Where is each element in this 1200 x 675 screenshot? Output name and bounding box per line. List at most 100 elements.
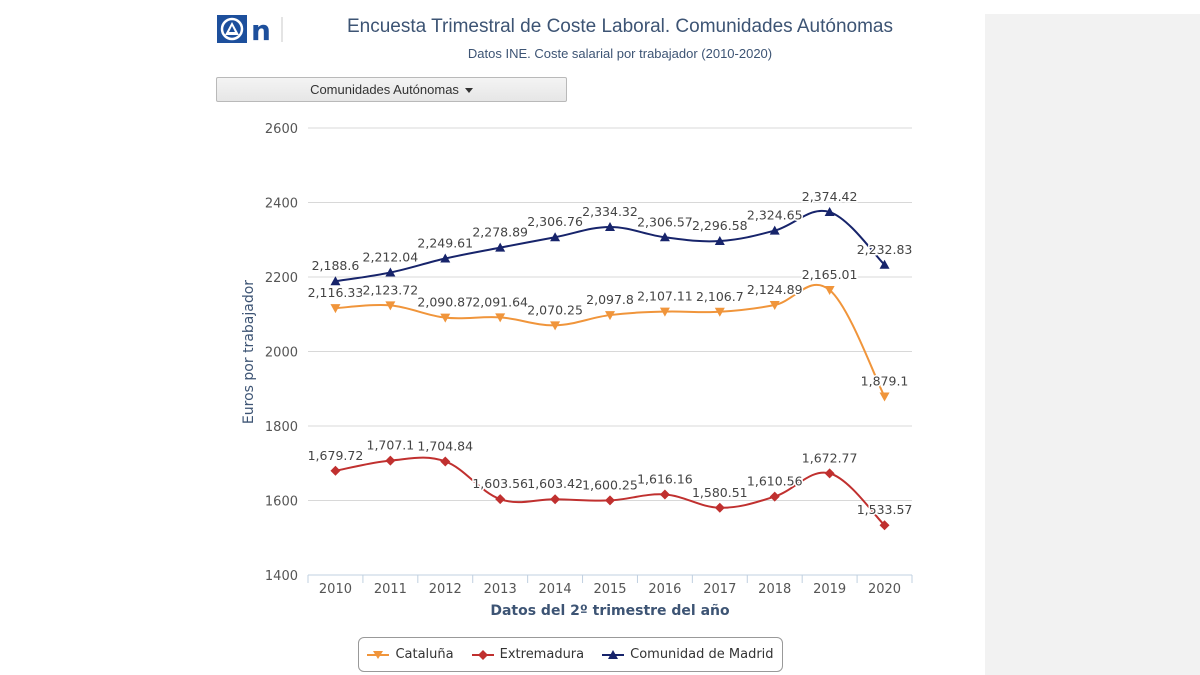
data-label: 2,306.76 xyxy=(527,214,583,229)
data-point xyxy=(385,267,396,277)
data-label: 1,603.56 xyxy=(472,476,528,491)
region-dropdown-label: Comunidades Autónomas xyxy=(310,82,459,97)
data-point xyxy=(659,232,670,242)
triangle-down-icon xyxy=(367,650,390,659)
data-point xyxy=(824,286,835,296)
data-label: 1,616.16 xyxy=(637,471,693,486)
data-point xyxy=(714,307,725,317)
data-point xyxy=(605,221,615,231)
data-label: 2,296.58 xyxy=(692,218,748,233)
data-point xyxy=(495,242,506,252)
data-label: 1,580.51 xyxy=(692,485,748,500)
data-point xyxy=(440,456,451,467)
data-label: 2,324.65 xyxy=(747,208,803,223)
chart-legend: Cataluña Extremadura Comunidad de Madrid xyxy=(358,637,783,672)
x-tick-label: 2017 xyxy=(703,582,736,597)
x-axis-title: Datos del 2º trimestre del año xyxy=(490,603,730,619)
data-point xyxy=(714,502,725,513)
data-labels: 2,116.33 2,123.722,090.87 2,091.642,070.25… xyxy=(306,188,914,519)
data-label: 2,249.61 xyxy=(417,236,473,251)
x-tick-label: 2011 xyxy=(374,582,407,597)
data-point xyxy=(495,313,506,323)
x-tick-label: 2015 xyxy=(593,582,626,597)
data-point xyxy=(659,307,670,317)
data-label: 2,232.83 xyxy=(857,242,913,257)
data-label: 2,090.87 xyxy=(417,295,473,310)
data-label: 1,603.42 xyxy=(527,476,583,491)
x-tick-label: 2020 xyxy=(868,582,901,597)
series-line xyxy=(335,283,886,397)
data-point xyxy=(659,489,670,500)
data-point xyxy=(385,301,396,311)
data-point xyxy=(550,494,561,505)
legend-item-madrid[interactable]: Comunidad de Madrid xyxy=(602,647,774,662)
series-markers xyxy=(330,207,890,531)
legend-label-cataluna: Cataluña xyxy=(395,647,454,662)
axes: 1400 1600 1800 2000 2200 2400 2600 2010 2011 2012… xyxy=(265,122,913,597)
data-label: 1,672.77 xyxy=(802,450,858,465)
antena3-logo-icon: n xyxy=(217,14,283,44)
data-point xyxy=(605,311,615,321)
legend-item-cataluna[interactable]: Cataluña xyxy=(367,647,454,662)
chart-title: Encuesta Trimestral de Coste Laboral. Co… xyxy=(346,16,894,37)
data-label: 2,374.42 xyxy=(802,189,858,204)
data-label: 1,600.25 xyxy=(582,477,638,492)
diamond-icon xyxy=(471,649,494,660)
data-label: 2,091.64 xyxy=(472,294,528,309)
y-tick-label: 1800 xyxy=(265,420,298,435)
data-point xyxy=(550,232,561,242)
x-tick-label: 2012 xyxy=(429,582,462,597)
data-label: 2,188.6 xyxy=(312,258,360,273)
data-label: 1,533.57 xyxy=(857,502,913,517)
data-point xyxy=(769,491,780,502)
data-label: 2,107.11 xyxy=(637,289,693,304)
data-label: 1,879.1 xyxy=(861,374,909,389)
data-point xyxy=(769,300,780,310)
chart-subtitle: Datos INE. Coste salarial por trabajador… xyxy=(467,46,773,61)
data-point xyxy=(440,253,451,263)
data-label: 1,679.72 xyxy=(308,448,364,463)
data-point xyxy=(550,321,561,331)
data-point xyxy=(879,392,890,402)
data-point xyxy=(824,468,835,479)
data-point xyxy=(330,276,341,286)
data-label: 2,212.04 xyxy=(363,250,419,265)
data-label: 2,306.57 xyxy=(637,214,693,229)
data-point xyxy=(879,520,890,531)
data-point xyxy=(330,304,341,314)
y-tick-label: 2200 xyxy=(265,271,298,286)
triangle-up-icon xyxy=(602,649,625,659)
legend-label-madrid: Comunidad de Madrid xyxy=(630,647,774,662)
y-axis-title: Euros por trabajador xyxy=(241,280,257,424)
data-point xyxy=(824,207,835,217)
y-tick-label: 1600 xyxy=(265,495,298,510)
data-label: 2,165.01 xyxy=(802,267,858,282)
x-tick-label: 2016 xyxy=(648,582,681,597)
x-tick-label: 2010 xyxy=(319,582,352,597)
legend-item-extremadura[interactable]: Extremadura xyxy=(471,647,585,662)
y-tick-label: 2600 xyxy=(265,122,298,137)
data-point xyxy=(879,259,890,269)
x-tick-label: 2014 xyxy=(539,582,572,597)
data-point xyxy=(440,313,451,323)
data-label: 2,097.8 xyxy=(586,292,634,307)
region-dropdown[interactable]: Comunidades Autónomas xyxy=(216,77,567,102)
y-tick-label: 2400 xyxy=(265,197,298,212)
side-panel xyxy=(985,14,1200,675)
data-point xyxy=(605,495,615,506)
grid-lines xyxy=(308,127,912,501)
data-label: 2,070.25 xyxy=(527,302,583,317)
data-label: 2,116.33 xyxy=(308,285,364,300)
data-label: 2,106.7 xyxy=(696,289,744,304)
data-point xyxy=(769,225,780,235)
x-tick-label: 2018 xyxy=(758,582,791,597)
legend-label-extremadura: Extremadura xyxy=(499,647,585,662)
data-label: 1,704.84 xyxy=(417,438,473,453)
x-tick-label: 2019 xyxy=(813,582,846,597)
x-tick-label: 2013 xyxy=(484,582,517,597)
y-tick-label: 2000 xyxy=(265,346,298,361)
data-point xyxy=(330,465,341,476)
data-label: 1,707.1 xyxy=(367,438,415,453)
data-point xyxy=(385,455,396,466)
